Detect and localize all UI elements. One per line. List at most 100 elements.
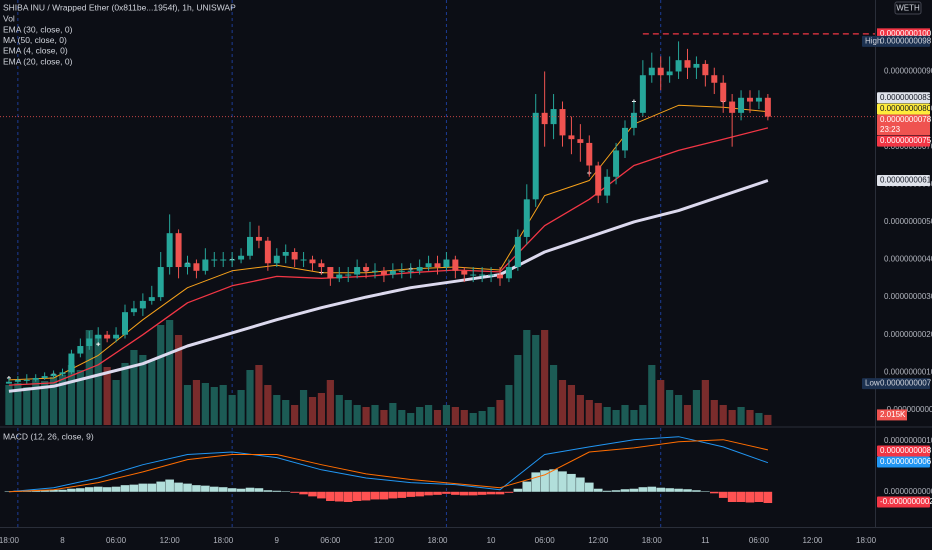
volume-bar	[505, 385, 513, 425]
candle-body	[532, 112, 539, 200]
volume-bar	[755, 413, 763, 425]
macd-histogram-bar	[602, 490, 612, 492]
y-tick-label: -0.0000000000	[884, 405, 932, 414]
volume-bar	[442, 405, 451, 425]
macd-histogram-bar	[584, 482, 594, 492]
volume-bar	[32, 380, 40, 425]
macd-histogram-bar	[593, 488, 603, 492]
candle-body	[273, 255, 280, 264]
volume-bar	[58, 375, 67, 425]
indicator-line	[8, 179, 769, 393]
volume-bar	[264, 385, 272, 425]
macd-histogram-bar	[76, 488, 85, 492]
x-tick-label: 11	[701, 536, 710, 545]
volume-bar	[460, 410, 468, 425]
price-label-title: Low	[865, 379, 880, 388]
volume-bar	[478, 411, 486, 425]
volume-bar	[630, 410, 638, 425]
macd-histogram-bar	[388, 491, 398, 499]
candle-body	[479, 274, 486, 276]
macd-histogram-bar	[49, 489, 58, 492]
volume-bar	[648, 365, 656, 425]
y-tick-label: 0.0000000010	[884, 436, 932, 445]
volume-bar	[674, 395, 683, 425]
macd-histogram-bar	[227, 488, 237, 492]
macd-histogram-bar	[102, 487, 112, 492]
indicator-line	[8, 127, 769, 386]
candle-body	[32, 377, 39, 380]
x-tick-label: 12:00	[160, 536, 181, 545]
candle-body	[363, 267, 370, 271]
x-tick-label: 18:00	[213, 536, 234, 545]
candle-body	[184, 263, 191, 268]
volume-bar	[389, 403, 397, 425]
macd-histogram-bar	[504, 491, 514, 493]
volume-bar	[692, 390, 701, 425]
macd-histogram-bar	[58, 489, 67, 492]
price-label: 0.0000000083	[880, 93, 932, 102]
volume-bar	[246, 370, 254, 425]
macd-histogram-bar	[576, 477, 585, 492]
macd-histogram-bar	[209, 486, 219, 492]
candle-body	[461, 270, 468, 275]
macd-histogram-bar	[290, 491, 299, 493]
macd-histogram-bar	[647, 486, 657, 492]
candle-body	[648, 67, 655, 76]
candle-body	[282, 251, 289, 256]
currency: WETH	[896, 4, 920, 13]
candle-body	[327, 267, 334, 279]
volume-bar	[291, 405, 299, 425]
volume-bar	[746, 410, 754, 425]
volume-bar	[139, 355, 147, 425]
volume-bar	[567, 385, 576, 425]
candle-body	[550, 109, 557, 125]
volume-bar	[701, 380, 709, 425]
x-tick-label: 8	[60, 536, 65, 545]
macd-histogram-bar	[433, 491, 442, 495]
candle-body	[255, 236, 262, 241]
candle-body	[711, 75, 718, 83]
macd-histogram-bar	[611, 490, 621, 492]
candle-body	[300, 259, 307, 261]
candle-body	[613, 150, 620, 177]
macd-histogram-bar	[727, 491, 737, 502]
candle-body	[130, 308, 137, 313]
macd-histogram-bar	[718, 491, 728, 498]
x-tick-label: 9	[275, 536, 280, 545]
legend-entry: EMA (30, close, 0)	[3, 24, 73, 34]
price-label-box	[877, 103, 930, 115]
legend-entry: EMA (20, close, 0)	[3, 56, 73, 66]
macd-histogram-bar	[459, 491, 469, 496]
macd-histogram-bar	[370, 491, 380, 500]
volume-bar	[433, 410, 442, 425]
macd-histogram-bar	[138, 483, 148, 492]
candle-body	[425, 263, 432, 268]
macd-histogram-bar	[451, 491, 460, 495]
volume-bar	[371, 405, 379, 425]
volume-bar	[326, 380, 334, 425]
volume-bar	[174, 335, 183, 425]
volume-bar	[710, 400, 718, 425]
macd-histogram-bar	[629, 488, 639, 492]
x-tick-label: 06:00	[749, 536, 770, 545]
candle-body	[113, 334, 120, 339]
price-label: 0.0000000006	[880, 457, 932, 466]
macd-histogram-bar	[111, 486, 121, 492]
candle-body	[77, 346, 84, 354]
macd-histogram-bar	[129, 484, 139, 492]
volume-bar	[76, 370, 84, 425]
y-tick-label: 0.0000000090	[884, 67, 932, 76]
macd-histogram-bar	[486, 491, 496, 495]
macd-histogram-bar	[174, 482, 183, 492]
candle-body	[264, 240, 271, 264]
price-label-box	[877, 92, 930, 104]
macd-histogram-bar	[334, 491, 344, 502]
volume-bar	[549, 365, 558, 425]
macd-histogram-bar	[379, 491, 389, 500]
macd-histogram-bar	[683, 489, 692, 492]
volume-bar	[103, 367, 111, 425]
candle-body	[764, 97, 771, 117]
macd-histogram-bar	[254, 488, 264, 492]
macd-histogram-bar	[317, 491, 326, 499]
